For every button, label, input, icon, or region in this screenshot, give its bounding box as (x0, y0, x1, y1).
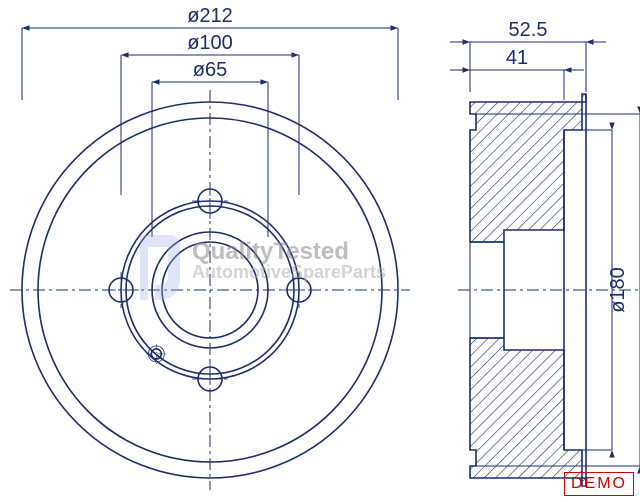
svg-text:ø100: ø100 (187, 32, 233, 54)
svg-text:ø212: ø212 (187, 5, 233, 27)
watermark-logo (130, 230, 190, 300)
svg-text:41: 41 (506, 47, 528, 69)
svg-text:52.5: 52.5 (509, 19, 548, 41)
demo-stamp: DEMO (564, 472, 634, 496)
svg-text:ø180: ø180 (607, 267, 629, 313)
svg-text:ø65: ø65 (193, 59, 227, 81)
watermark-line2: AutomotiveSpareParts (192, 262, 386, 283)
